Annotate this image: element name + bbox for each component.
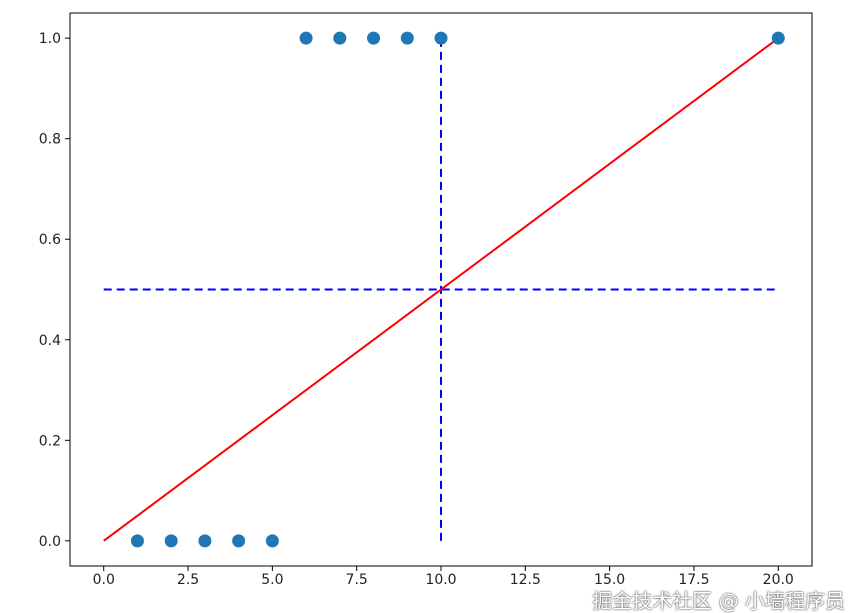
- x-tick-label: 15.0: [594, 572, 625, 588]
- x-tick-label: 10.0: [425, 572, 456, 588]
- scatter-point: [232, 534, 246, 548]
- x-tick-label: 2.5: [177, 572, 199, 588]
- y-tick-label: 0.4: [39, 333, 61, 349]
- y-tick-label: 0.0: [39, 534, 61, 550]
- scatter-point: [265, 534, 279, 548]
- y-tick-label: 0.6: [39, 232, 61, 248]
- y-tick-label: 1.0: [39, 31, 61, 47]
- x-tick-label: 20.0: [763, 572, 794, 588]
- scatter-point: [434, 31, 448, 45]
- scatter-point: [299, 31, 313, 45]
- red-line: [103, 37, 779, 542]
- scatter-point: [367, 31, 381, 45]
- scatter-point: [400, 31, 414, 45]
- x-tick-label: 0.0: [93, 572, 115, 588]
- scatter-point: [771, 31, 785, 45]
- scatter-point: [164, 534, 178, 548]
- x-tick-label: 17.5: [678, 572, 709, 588]
- scatter-point: [333, 31, 347, 45]
- x-tick-label: 5.0: [261, 572, 283, 588]
- x-tick-label: 12.5: [510, 572, 541, 588]
- scatter-point: [130, 534, 144, 548]
- x-tick-label: 7.5: [346, 572, 368, 588]
- watermark: 掘金技术社区 @ 小墙程序员: [592, 589, 845, 613]
- y-tick-label: 0.2: [39, 433, 61, 449]
- y-tick-label: 0.8: [39, 132, 61, 148]
- scatter-point: [198, 534, 212, 548]
